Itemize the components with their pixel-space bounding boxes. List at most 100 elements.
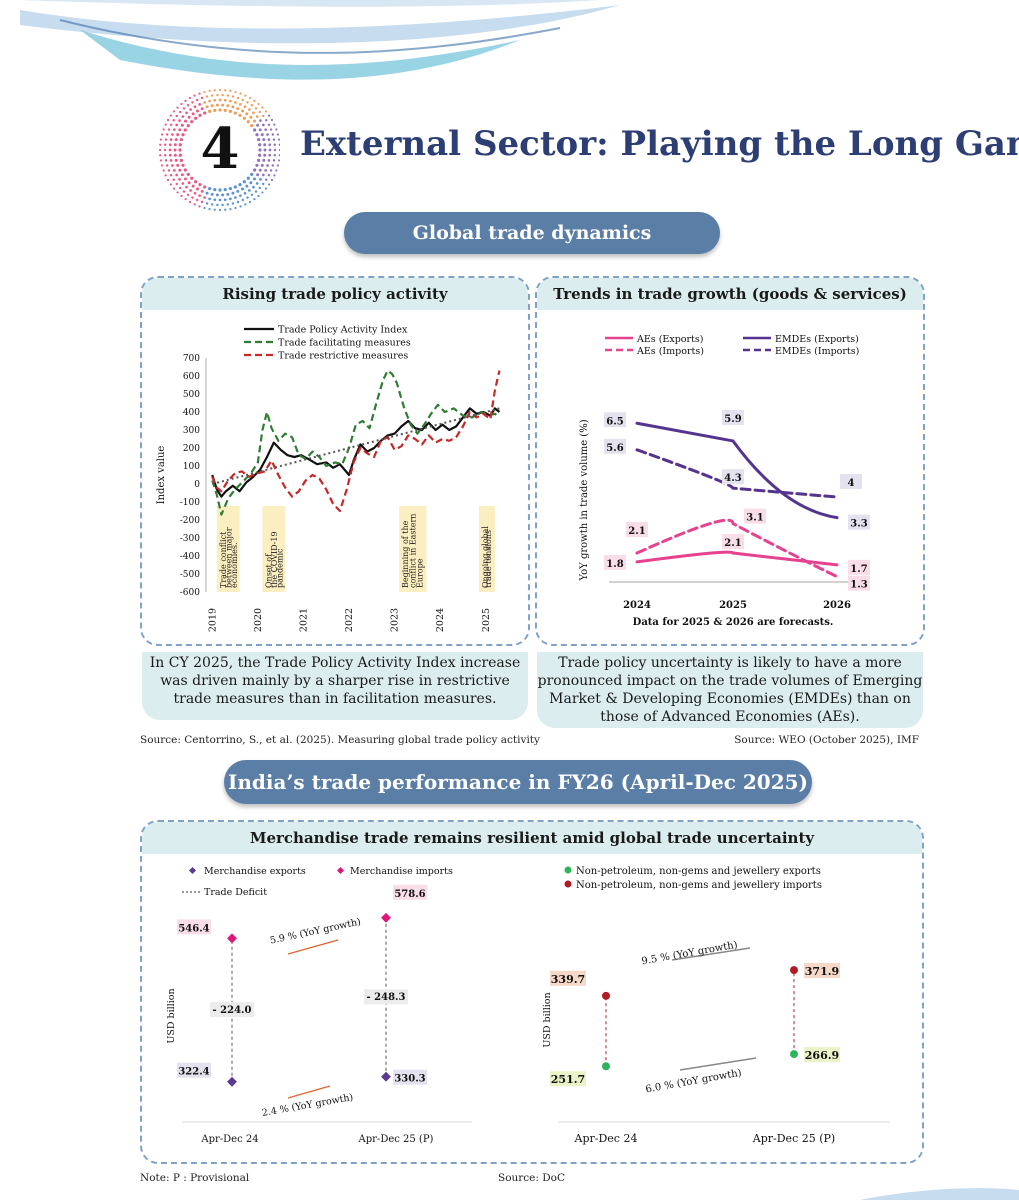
badge-dot bbox=[238, 113, 242, 117]
y-tick-label: 700 bbox=[183, 354, 200, 364]
data-label-bg bbox=[393, 1069, 427, 1085]
badge-dot bbox=[229, 207, 232, 211]
footer-wave-decoration bbox=[860, 1188, 1019, 1200]
series-line-2 bbox=[635, 421, 839, 520]
badge-dot bbox=[270, 178, 274, 182]
badge-dot bbox=[200, 96, 204, 100]
badge-dot bbox=[262, 114, 265, 118]
badge-dot bbox=[249, 115, 253, 119]
badge-dot bbox=[265, 178, 268, 181]
badge-dot bbox=[275, 169, 278, 172]
badge-dot bbox=[234, 90, 237, 94]
data-label-bg bbox=[722, 534, 744, 550]
badge-dot bbox=[221, 93, 224, 97]
badge-dot bbox=[162, 128, 165, 131]
badge-dot bbox=[272, 138, 276, 141]
section-banner-global-trade: Global trade dynamics bbox=[344, 212, 720, 254]
badge-dot bbox=[252, 185, 255, 189]
badge-dot bbox=[228, 109, 232, 113]
badge-dot bbox=[184, 99, 187, 102]
data-point bbox=[227, 1076, 237, 1087]
series-line-0 bbox=[211, 407, 501, 498]
badge-dot bbox=[203, 185, 207, 189]
badge-dot bbox=[203, 111, 207, 115]
badge-dot bbox=[246, 196, 249, 199]
badge-dot bbox=[269, 169, 273, 172]
badge-dot bbox=[172, 110, 176, 113]
data-label: 546.4 bbox=[178, 923, 209, 934]
badge-dot bbox=[228, 187, 232, 191]
badge-dot bbox=[213, 208, 216, 211]
badge-dot bbox=[210, 203, 214, 206]
badge-dot bbox=[262, 158, 266, 162]
badge-dot bbox=[223, 98, 227, 102]
badge-dot bbox=[248, 96, 252, 100]
series-line-3 bbox=[635, 448, 839, 499]
chapter-badge: 4 bbox=[158, 88, 280, 212]
badge-dot bbox=[254, 107, 258, 110]
badge-dot bbox=[198, 92, 201, 95]
badge-dot bbox=[250, 193, 254, 197]
data-label-bg bbox=[804, 963, 840, 979]
growth-arrow bbox=[287, 1085, 331, 1099]
x-tick-label: 2026 bbox=[823, 600, 851, 611]
chapter-number: 4 bbox=[201, 116, 240, 182]
badge-dot bbox=[248, 200, 252, 204]
badge-dot bbox=[210, 104, 214, 108]
badge-dot bbox=[218, 98, 222, 102]
legend-label-exports: Non-petroleum, non-gems and jewellery ex… bbox=[576, 866, 821, 877]
growth-label: 6.0 % (YoY growth) bbox=[645, 1068, 743, 1096]
y-tick-label: -400 bbox=[180, 552, 200, 562]
y-tick-label: 300 bbox=[183, 426, 200, 436]
badge-dot bbox=[168, 148, 172, 152]
badge-dot bbox=[231, 202, 235, 205]
badge-dot bbox=[213, 98, 217, 102]
badge-dot bbox=[218, 108, 222, 112]
badge-dot bbox=[258, 110, 262, 114]
badge-dot bbox=[215, 103, 219, 107]
x-tick-label: 2025 bbox=[481, 608, 492, 632]
badge-dot bbox=[236, 189, 240, 193]
growth-arrow bbox=[679, 1057, 757, 1071]
badge-dot bbox=[210, 94, 214, 97]
badge-dot bbox=[262, 182, 265, 186]
badge-dot bbox=[169, 123, 173, 127]
badge-dot bbox=[167, 128, 171, 131]
badge-dot bbox=[179, 138, 183, 142]
chart-trade-policy-activity: Trade Policy Activity Index Trade facilit… bbox=[156, 325, 501, 632]
badge-dot bbox=[186, 124, 190, 128]
data-point bbox=[602, 1062, 610, 1071]
legend-marker-exports bbox=[564, 866, 572, 874]
badge-dot bbox=[218, 88, 222, 92]
badge-dot bbox=[164, 143, 167, 146]
badge-dot bbox=[173, 153, 177, 157]
badge-dot bbox=[164, 123, 167, 126]
badge-dot bbox=[234, 101, 237, 104]
badge-dot bbox=[210, 192, 214, 196]
badge-dot bbox=[172, 119, 175, 122]
badge-dot bbox=[268, 148, 272, 152]
badge-dot bbox=[208, 197, 211, 201]
chart-trade-growth: AEs (Exports)AEs (Imports) EMDEs (Exports… bbox=[579, 334, 870, 628]
series-line-1 bbox=[635, 518, 839, 579]
badge-dot bbox=[259, 119, 262, 122]
badge-dot bbox=[252, 111, 255, 115]
badge-dot bbox=[172, 187, 176, 190]
badge-dot bbox=[200, 189, 204, 193]
badge-dot bbox=[267, 159, 271, 162]
badge-dot bbox=[159, 154, 162, 157]
badge-dot bbox=[160, 164, 164, 167]
badge-dot bbox=[260, 163, 264, 167]
badge-dot bbox=[180, 194, 183, 198]
badge-dot bbox=[183, 168, 187, 172]
badge-dot bbox=[179, 158, 183, 162]
badge-dot bbox=[248, 189, 251, 192]
source-right: Source: WEO (October 2025), IMF bbox=[734, 734, 919, 746]
badge-dot bbox=[263, 143, 267, 147]
badge-dot bbox=[191, 184, 195, 188]
badge-dot bbox=[255, 163, 259, 167]
badge-dot bbox=[169, 183, 172, 186]
badge-dot bbox=[181, 163, 185, 167]
x-tick-label: 2020 bbox=[253, 608, 264, 632]
badge-dot bbox=[175, 182, 178, 186]
